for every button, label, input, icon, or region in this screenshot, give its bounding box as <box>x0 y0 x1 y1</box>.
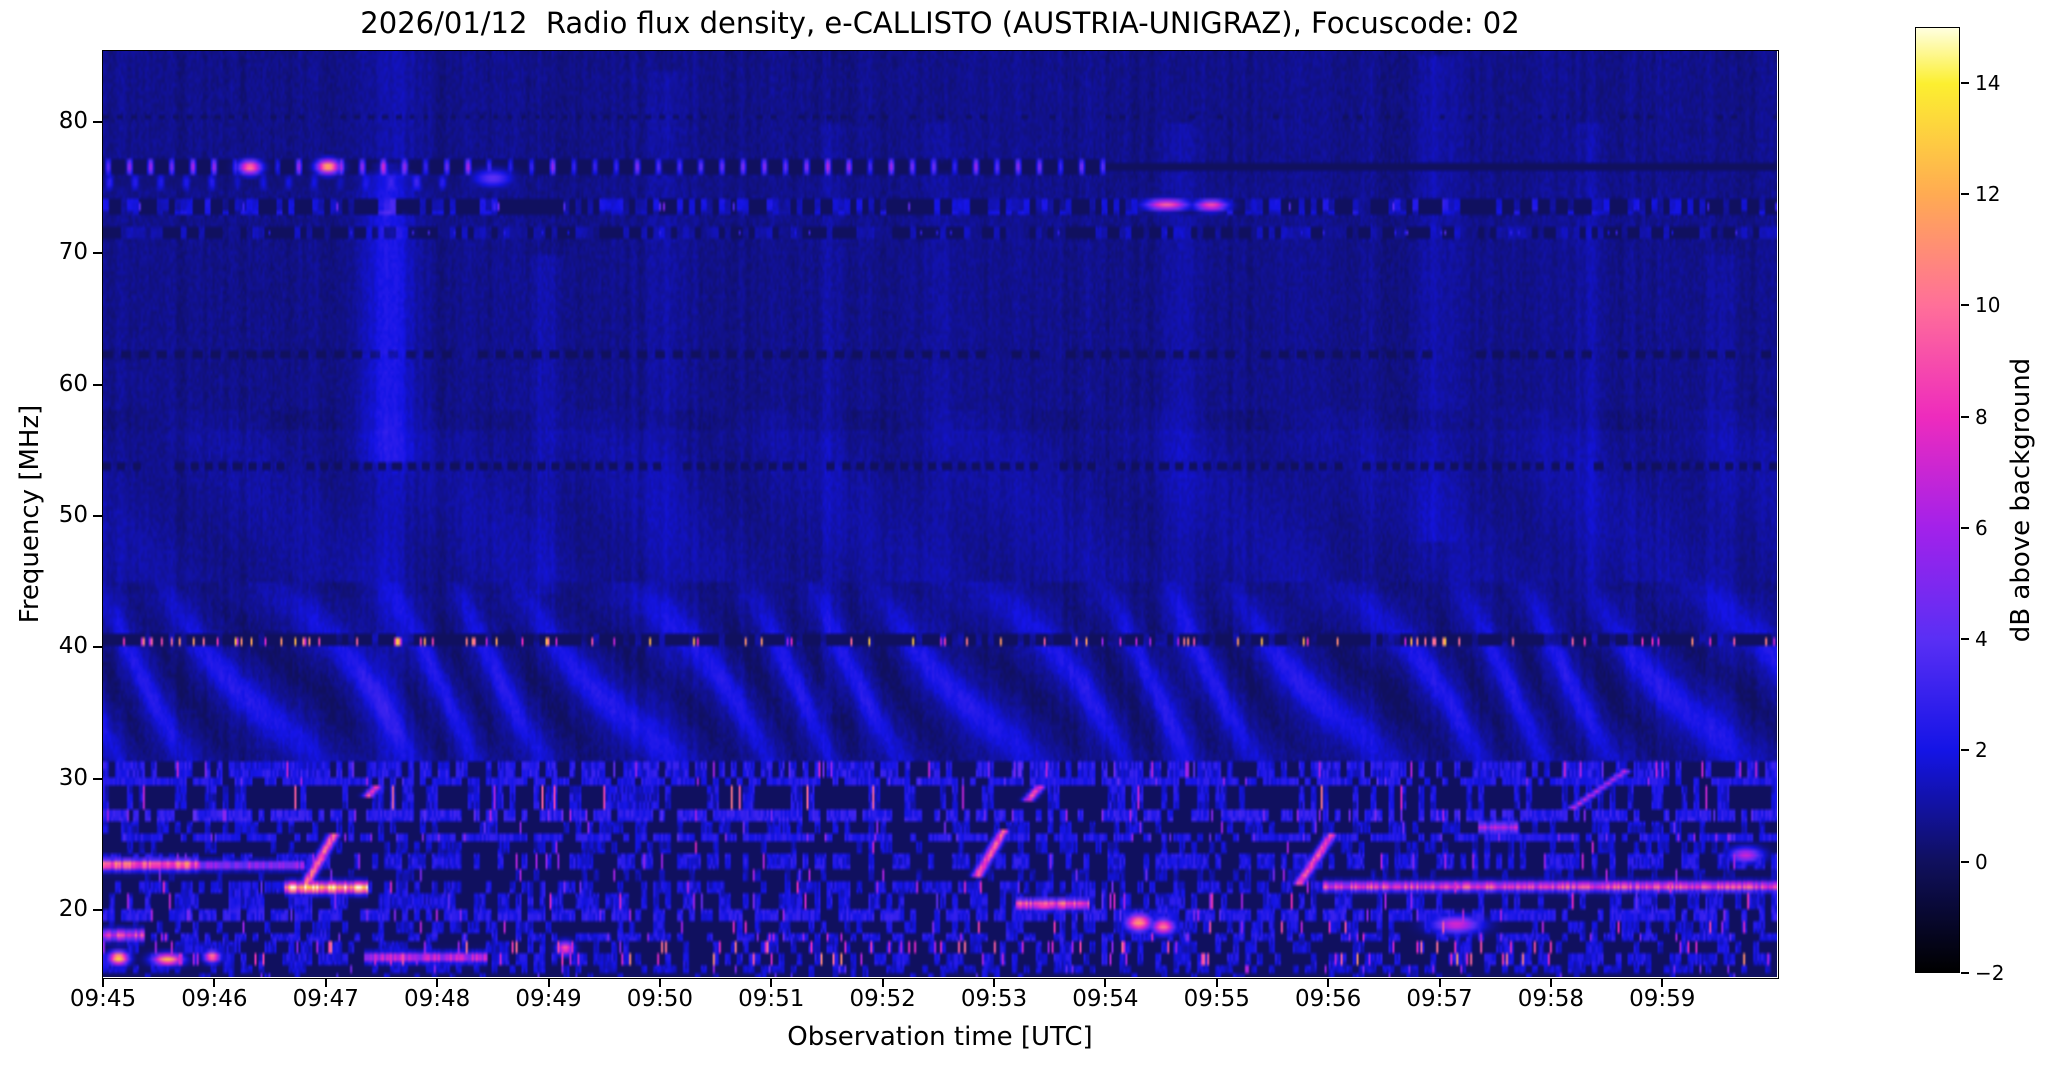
x-tick-mark <box>1104 978 1107 987</box>
x-tick-mark <box>993 978 996 987</box>
x-tick-mark <box>881 978 884 987</box>
colorbar <box>1915 27 1960 973</box>
x-tick-mark <box>1661 978 1664 987</box>
y-tick-label: 80 <box>58 107 88 134</box>
x-axis-label: Observation time [UTC] <box>787 1022 1093 1052</box>
x-tick-label: 09:57 <box>1406 986 1473 1012</box>
y-tick-mark <box>93 777 102 780</box>
colorbar-tick-mark <box>1961 81 1969 84</box>
x-tick-mark <box>102 978 104 987</box>
colorbar-tick-label: 6 <box>1975 515 1988 540</box>
y-tick-label: 30 <box>58 764 88 791</box>
colorbar-tick-mark <box>1961 192 1969 195</box>
colorbar-tick-mark <box>1961 860 1969 863</box>
y-tick-label: 60 <box>58 370 88 397</box>
y-tick-mark <box>93 909 102 911</box>
colorbar-tick-mark <box>1961 526 1969 529</box>
colorbar-tick-mark <box>1961 972 1969 974</box>
x-tick-label: 09:52 <box>849 986 916 1012</box>
x-tick-label: 09:47 <box>292 986 359 1012</box>
x-tick-label: 09:46 <box>181 986 248 1012</box>
x-tick-mark <box>658 978 661 987</box>
x-tick-mark <box>213 978 216 987</box>
x-tick-label: 09:51 <box>738 986 805 1012</box>
y-tick-mark <box>93 252 102 255</box>
x-tick-mark <box>547 978 550 987</box>
y-tick-mark <box>93 383 102 386</box>
x-tick-mark <box>1549 978 1552 987</box>
x-tick-mark <box>324 978 327 987</box>
chart-title: 2026/01/12 Radio flux density, e-CALLIST… <box>360 6 1520 40</box>
x-tick-mark <box>1438 978 1441 987</box>
x-tick-mark <box>1215 978 1218 987</box>
colorbar-tick-label: 10 <box>1975 293 2001 318</box>
x-tick-label: 09:54 <box>1072 986 1139 1012</box>
x-tick-label: 09:56 <box>1294 986 1362 1012</box>
y-tick-mark <box>93 514 102 517</box>
x-tick-mark <box>1327 978 1330 987</box>
colorbar-tick-label: 4 <box>1975 627 1988 652</box>
colorbar-tick-label: 14 <box>1975 70 2001 95</box>
x-tick-label: 09:59 <box>1629 986 1696 1012</box>
x-tick-label: 09:53 <box>960 986 1028 1012</box>
x-tick-label: 09:45 <box>69 986 137 1012</box>
colorbar-tick-label: 0 <box>1975 849 1988 874</box>
y-tick-label: 20 <box>58 896 88 922</box>
x-tick-label: 09:48 <box>403 986 471 1012</box>
colorbar-tick-label: 8 <box>1975 404 1988 429</box>
spectrogram-canvas <box>103 51 1777 977</box>
x-tick-mark <box>436 978 439 987</box>
colorbar-tick-label: 12 <box>1975 181 2001 206</box>
colorbar-tick-mark <box>1961 304 1969 307</box>
colorbar-tick-label: 2 <box>1975 738 1988 763</box>
y-tick-mark <box>93 646 102 649</box>
x-tick-label: 09:55 <box>1183 986 1250 1012</box>
colorbar-tick-mark <box>1961 749 1969 752</box>
colorbar-tick-mark <box>1961 638 1969 641</box>
x-tick-mark <box>770 978 773 987</box>
y-tick-label: 70 <box>58 239 88 266</box>
y-tick-mark <box>93 120 102 123</box>
y-tick-label: 50 <box>58 501 88 528</box>
colorbar-tick-mark <box>1961 415 1969 418</box>
colorbar-label: dB above background <box>2006 357 2036 643</box>
x-tick-label: 09:58 <box>1517 986 1585 1012</box>
x-tick-label: 09:49 <box>515 986 582 1012</box>
x-tick-label: 09:50 <box>626 986 694 1012</box>
y-tick-label: 40 <box>58 633 88 660</box>
colorbar-tick-label: −2 <box>1975 961 2005 985</box>
y-axis-label: Frequency [MHz] <box>15 404 45 624</box>
